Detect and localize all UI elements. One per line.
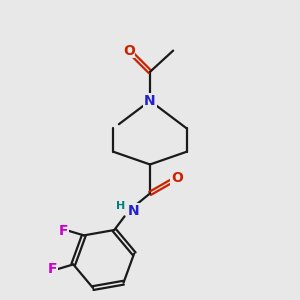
Text: F: F <box>58 224 68 238</box>
Text: O: O <box>123 44 135 58</box>
Text: N: N <box>144 94 156 108</box>
Text: H: H <box>116 201 125 211</box>
Text: F: F <box>48 262 58 276</box>
Text: N: N <box>128 204 140 218</box>
Text: O: O <box>171 171 183 185</box>
